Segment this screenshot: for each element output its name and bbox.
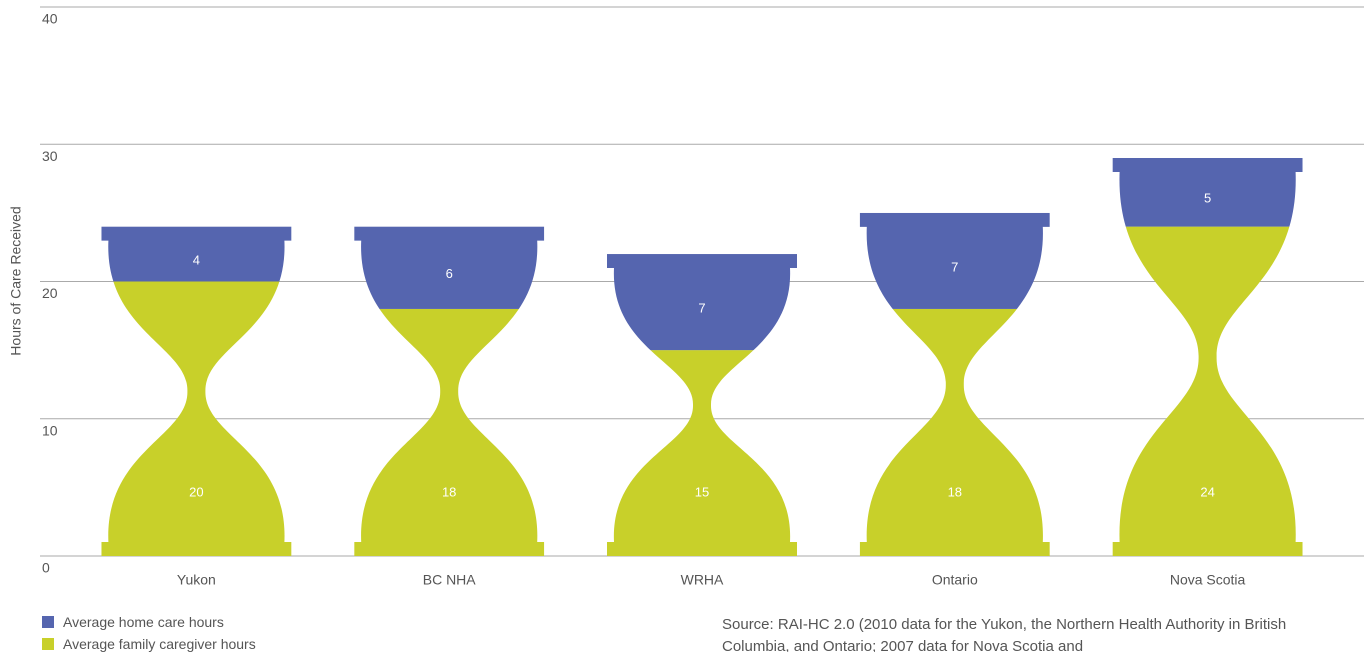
value-label: 20 (189, 484, 203, 499)
family-segment (354, 308, 545, 556)
family-segment (859, 308, 1050, 556)
value-label: 15 (695, 484, 709, 499)
home-segment (1112, 157, 1303, 227)
family-segment (1112, 226, 1303, 556)
chart: Hours of Care Received 0 10 20 30 40 20 4 Yukon… (8, 6, 1364, 588)
value-label: 7 (698, 301, 705, 316)
y-tick-label: 10 (42, 422, 58, 438)
value-label: 7 (951, 259, 958, 274)
x-tick-label: Ontario (932, 572, 978, 588)
y-tick-label: 30 (42, 148, 58, 164)
family-segment (607, 350, 797, 556)
home-segment (101, 226, 292, 282)
value-label: 4 (193, 252, 200, 267)
home-segment (354, 226, 545, 309)
y-tick-label: 40 (42, 11, 58, 27)
legend: Average home care hours Average family ca… (42, 611, 256, 655)
y-tick-label: 20 (42, 285, 58, 301)
x-tick-label: BC NHA (423, 572, 477, 588)
home-segment (859, 212, 1050, 309)
home-segment (607, 254, 797, 351)
value-label: 6 (446, 266, 453, 281)
legend-swatch (42, 638, 54, 650)
x-tick-label: Yukon (177, 572, 216, 588)
x-tick-label: Nova Scotia (1170, 572, 1246, 588)
value-label: 18 (442, 484, 456, 499)
y-tick-label: 0 (42, 560, 50, 576)
legend-label: Average home care hours (63, 614, 224, 630)
hourglass (101, 226, 292, 556)
legend-swatch (42, 616, 54, 628)
legend-item: Average home care hours (42, 611, 256, 633)
value-label: 24 (1200, 484, 1214, 499)
legend-item: Average family caregiver hours (42, 633, 256, 655)
x-tick-label: WRHA (681, 572, 724, 588)
legend-label: Average family caregiver hours (63, 636, 256, 652)
y-axis-label: Hours of Care Received (8, 206, 24, 355)
value-label: 18 (948, 484, 962, 499)
value-label: 5 (1204, 191, 1211, 206)
hourglass (607, 254, 797, 556)
source-note: Source: RAI-HC 2.0 (2010 data for the Yu… (722, 616, 1287, 652)
